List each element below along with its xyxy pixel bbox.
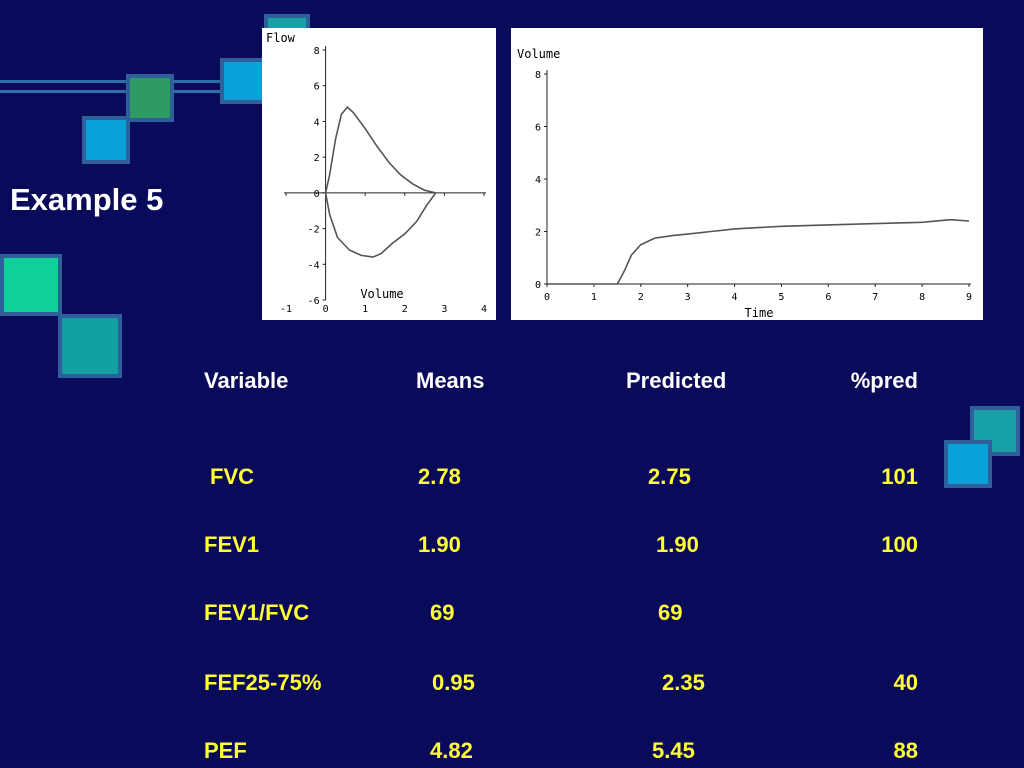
slide-title: Example 5 [10, 182, 164, 217]
decorative-square [944, 440, 992, 488]
series-line-0 [324, 105, 436, 194]
y-tick-label: 2 [535, 228, 541, 239]
y-tick-label: 8 [314, 46, 320, 57]
table-cell: 88 [893, 738, 918, 763]
table-cell: 2.78 [418, 464, 461, 489]
x-tick-label: 2 [402, 304, 408, 315]
y-tick-label: 8 [535, 70, 541, 81]
series-line-1 [324, 192, 437, 258]
table-header--pred: %pred [850, 368, 918, 393]
table-cell: FEV1/FVC [204, 600, 310, 625]
table-header-means: Means [416, 368, 485, 393]
table-cell: 0.95 [432, 670, 475, 695]
y-tick-label: 2 [314, 153, 320, 164]
y-tick-label: 0 [314, 189, 320, 200]
table-cell: 1.90 [656, 532, 699, 557]
y-axis-label: Flow [266, 31, 296, 45]
x-tick-label: 9 [966, 292, 972, 303]
x-tick-label: 4 [481, 304, 487, 315]
flow-volume-chart-svg: 8 6 4 2 0 -2 -4 -6 -1 0 1 2 3 4 Volume Flow [266, 31, 487, 315]
volume-time-chart: 8 6 4 2 0 0 1 2 3 4 5 6 7 8 9 Time Volume [511, 28, 983, 320]
y-tick-label: -4 [308, 260, 320, 271]
flow-volume-chart: 8 6 4 2 0 -2 -4 -6 -1 0 1 2 3 4 Volume Flow [262, 28, 496, 320]
table-cell: 69 [658, 600, 683, 625]
x-axis-label: Time [745, 306, 774, 320]
table-cell: PEF [204, 738, 247, 763]
x-axis-label: Volume [360, 287, 403, 301]
x-tick-label: 1 [362, 304, 368, 315]
x-tick-label: 2 [638, 292, 644, 303]
x-tick-label: 3 [441, 304, 447, 315]
table-cell: 1.90 [418, 532, 461, 557]
table-cell: FVC [210, 464, 254, 489]
y-tick-label: 4 [535, 175, 541, 186]
decorative-square [58, 314, 122, 378]
series-line-0 [547, 218, 970, 285]
decorative-square [82, 116, 130, 164]
y-tick-label: -6 [308, 296, 320, 307]
x-tick-label: 5 [778, 292, 784, 303]
y-axis-label: Volume [517, 47, 560, 61]
y-tick-label: -2 [308, 225, 320, 236]
decorative-square [126, 74, 174, 122]
x-tick-label: 3 [685, 292, 691, 303]
x-tick-label: 8 [919, 292, 925, 303]
table-header-variable: Variable [204, 368, 289, 393]
x-tick-label: 1 [591, 292, 597, 303]
table-header-predicted: Predicted [626, 368, 727, 393]
x-tick-label: 4 [732, 292, 738, 303]
x-tick-label: -1 [280, 304, 292, 315]
volume-time-chart-svg: 8 6 4 2 00 1 2 3 4 5 6 7 8 9 Time Volume [517, 47, 972, 320]
table-cell: FEF25-75% [204, 670, 322, 695]
table-cell: 40 [893, 670, 918, 695]
table-cell: 2.75 [648, 464, 691, 489]
y-tick-label: 6 [314, 82, 320, 93]
y-tick-label: 6 [535, 123, 541, 134]
y-tick-label: 0 [535, 280, 541, 291]
table-cell: 4.82 [430, 738, 473, 763]
table-cell: 69 [430, 600, 455, 625]
x-tick-label: 0 [544, 292, 550, 303]
x-tick-label: 7 [872, 292, 878, 303]
table-cell: 2.35 [662, 670, 705, 695]
decorative-square [0, 254, 62, 316]
x-tick-label: 6 [825, 292, 831, 303]
y-tick-label: 4 [314, 117, 320, 128]
table-cell: FEV1 [204, 532, 260, 557]
table-cell: 5.45 [652, 738, 695, 763]
table-cell: 101 [881, 464, 918, 489]
decorative-square [220, 58, 268, 104]
x-tick-label: 0 [323, 304, 329, 315]
table-cell: 100 [881, 532, 918, 557]
